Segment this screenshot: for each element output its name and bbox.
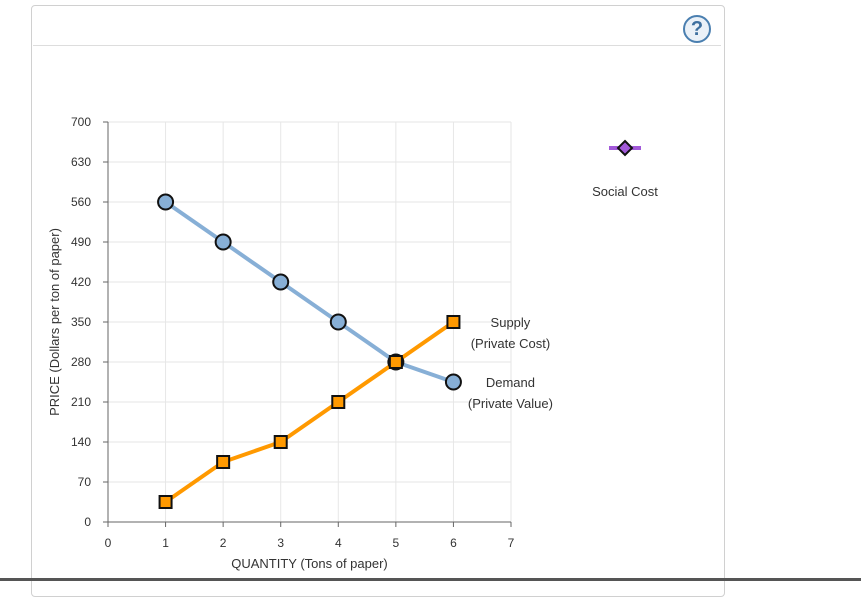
demand-point: [157, 193, 175, 211]
y-axis-label: PRICE (Dollars per ton of paper): [47, 228, 62, 416]
supply-point: [446, 315, 461, 329]
demand-point: [272, 273, 290, 291]
y-tick-label: 420: [71, 275, 91, 289]
y-tick-label: 490: [71, 235, 91, 249]
supply-point: [216, 455, 231, 469]
x-tick-label: 0: [105, 536, 112, 550]
supply-point: [388, 355, 403, 369]
series-label: Supply: [491, 315, 531, 330]
social-cost-legend-diamond: [616, 139, 634, 157]
supply-point: [331, 395, 346, 409]
y-tick-label: 630: [71, 155, 91, 169]
series-label: (Private Cost): [471, 336, 550, 351]
x-tick-label: 1: [162, 536, 169, 550]
demand-point: [444, 373, 462, 391]
x-tick-label: 2: [220, 536, 227, 550]
y-tick-label: 140: [71, 435, 91, 449]
series-label: Demand: [486, 375, 535, 390]
series-line: [164, 320, 455, 504]
y-tick-label: 560: [71, 195, 91, 209]
social-cost-legend-label: Social Cost: [592, 184, 658, 199]
y-tick-label: 350: [71, 315, 91, 329]
demand-point: [214, 233, 232, 251]
series-label: (Private Value): [468, 396, 553, 411]
y-tick-label: 0: [84, 515, 91, 529]
x-axis-label: QUANTITY (Tons of paper): [231, 556, 388, 571]
y-tick-label: 280: [71, 355, 91, 369]
x-tick-label: 7: [508, 536, 515, 550]
x-tick-label: 6: [450, 536, 457, 550]
demand-point: [329, 313, 347, 331]
graph-panel: [31, 5, 725, 597]
header-divider: [33, 45, 721, 46]
x-tick-label: 4: [335, 536, 342, 550]
bottom-border: [0, 578, 861, 581]
y-tick-label: 70: [78, 475, 92, 489]
series-line: [164, 200, 455, 384]
x-tick-label: 3: [277, 536, 284, 550]
supply-point: [273, 435, 288, 449]
x-tick-label: 5: [393, 536, 400, 550]
supply-point: [158, 495, 173, 509]
help-button[interactable]: ?: [683, 15, 711, 43]
y-tick-label: 700: [71, 115, 91, 129]
chart: 0 70 140 210 280 350 420 490 560 630 700 0 1 2 3 4 5 6 7 QU…: [47, 115, 658, 571]
y-tick-label: 210: [71, 395, 91, 409]
